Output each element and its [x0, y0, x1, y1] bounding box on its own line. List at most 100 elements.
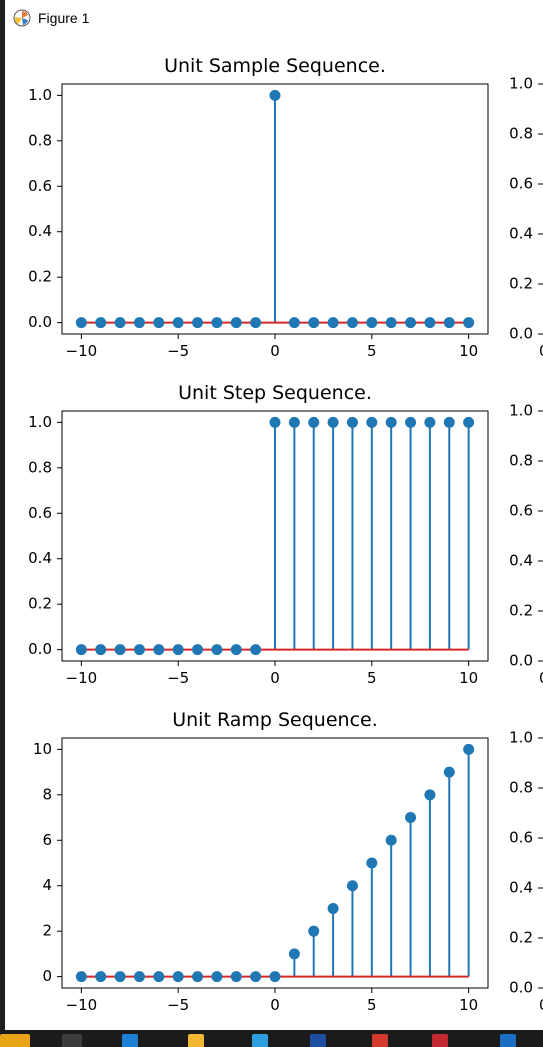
x-tick-label: 10 [459, 669, 478, 687]
stem-marker [405, 416, 417, 428]
stem-marker [424, 317, 436, 329]
y-tick-label: 0.4 [509, 225, 533, 243]
y-tick-label: 10 [33, 740, 52, 758]
y-tick-label: 0.0 [509, 652, 533, 670]
stem-marker [250, 644, 262, 656]
x-tick-label: 10 [459, 342, 478, 360]
y-tick-label: 0.4 [28, 549, 52, 567]
taskview-icon[interactable] [62, 1034, 82, 1047]
y-tick-label: 0.8 [509, 125, 533, 143]
stem-marker [172, 644, 184, 656]
stem-marker [385, 834, 397, 846]
stem-marker [75, 971, 87, 983]
x-tick-label: 0 [270, 996, 280, 1014]
stem-marker [269, 416, 281, 428]
y-tick-label: 0.6 [509, 502, 533, 520]
y-tick-label: 0.0 [509, 325, 533, 343]
x-tick-label: 10 [459, 996, 478, 1014]
y-tick-label: 0.4 [509, 879, 533, 897]
stem-marker [95, 971, 107, 983]
stem-marker [327, 416, 339, 428]
stem-marker [114, 317, 126, 329]
stem-marker [424, 789, 436, 801]
stem-marker [308, 317, 320, 329]
matplotlib-icon [13, 9, 31, 27]
vscode-icon[interactable] [500, 1034, 516, 1047]
x-tick-label: 0 [539, 996, 543, 1014]
stem-marker [463, 743, 475, 755]
x-tick-label: −10 [66, 342, 98, 360]
stem-marker [114, 644, 126, 656]
stem-marker [211, 317, 223, 329]
stem-marker [385, 416, 397, 428]
stem-marker [153, 317, 165, 329]
y-tick-label: 0.2 [28, 268, 52, 286]
y-tick-label: 0.2 [28, 595, 52, 613]
x-tick-label: 5 [367, 342, 377, 360]
stem-marker [133, 971, 145, 983]
stem-marker [443, 317, 455, 329]
stem-marker [95, 644, 107, 656]
y-tick-label: 0.6 [28, 177, 52, 195]
y-tick-label: 0.6 [28, 504, 52, 522]
desktop-edge [0, 0, 5, 1030]
stem-marker [211, 971, 223, 983]
x-tick-label: 0 [539, 669, 543, 687]
x-tick-label: −5 [167, 996, 189, 1014]
stem-marker [346, 317, 358, 329]
y-tick-label: 0.8 [509, 779, 533, 797]
stem-marker [211, 644, 223, 656]
y-tick-label: 0.0 [509, 979, 533, 997]
stem-marker [133, 644, 145, 656]
cube-icon[interactable] [252, 1034, 268, 1047]
y-tick-label: 0.8 [28, 131, 52, 149]
stem-marker [327, 902, 339, 914]
stem-marker [153, 644, 165, 656]
app-icon[interactable] [310, 1034, 326, 1047]
x-tick-label: 0 [270, 342, 280, 360]
sunflower-icon[interactable] [0, 1034, 30, 1047]
y-tick-label: 0.0 [28, 640, 52, 658]
x-tick-label: 0 [270, 669, 280, 687]
window-titlebar[interactable]: Figure 1 [5, 0, 543, 36]
stem-marker [385, 317, 397, 329]
chart-title: Unit Step Sequence. [178, 382, 372, 404]
y-tick-label: 0 [42, 967, 52, 985]
stem-marker [269, 971, 281, 983]
stem-marker [366, 857, 378, 869]
y-tick-label: 4 [42, 876, 52, 894]
x-tick-label: −5 [167, 342, 189, 360]
y-tick-label: 0.2 [509, 929, 533, 947]
stem-marker [327, 317, 339, 329]
folder-icon[interactable] [188, 1034, 204, 1047]
stem-marker [463, 317, 475, 329]
stem-marker [230, 971, 242, 983]
y-tick-label: 0.6 [509, 829, 533, 847]
chrome-icon[interactable] [372, 1034, 388, 1047]
stem-marker [443, 766, 455, 778]
edge-icon[interactable] [122, 1034, 138, 1047]
stem-marker [405, 812, 417, 824]
stem-marker [288, 416, 300, 428]
y-tick-label: 0.0 [28, 313, 52, 331]
y-tick-label: 1.0 [509, 729, 533, 747]
stem-marker [172, 317, 184, 329]
stem-marker [250, 971, 262, 983]
y-tick-label: 0.4 [509, 552, 533, 570]
y-tick-label: 8 [42, 785, 52, 803]
y-tick-label: 0.2 [509, 275, 533, 293]
stem-marker [269, 89, 281, 101]
stem-marker [443, 416, 455, 428]
stem-marker [308, 925, 320, 937]
stem-marker [230, 317, 242, 329]
y-tick-label: 1.0 [28, 86, 52, 104]
x-tick-label: 0 [539, 342, 543, 360]
stem-marker [366, 317, 378, 329]
archive-icon[interactable] [432, 1034, 448, 1047]
stem-marker [114, 971, 126, 983]
stem-marker [192, 644, 204, 656]
stem-marker [346, 880, 358, 892]
x-tick-label: 5 [367, 669, 377, 687]
y-tick-label: 0.8 [28, 458, 52, 476]
